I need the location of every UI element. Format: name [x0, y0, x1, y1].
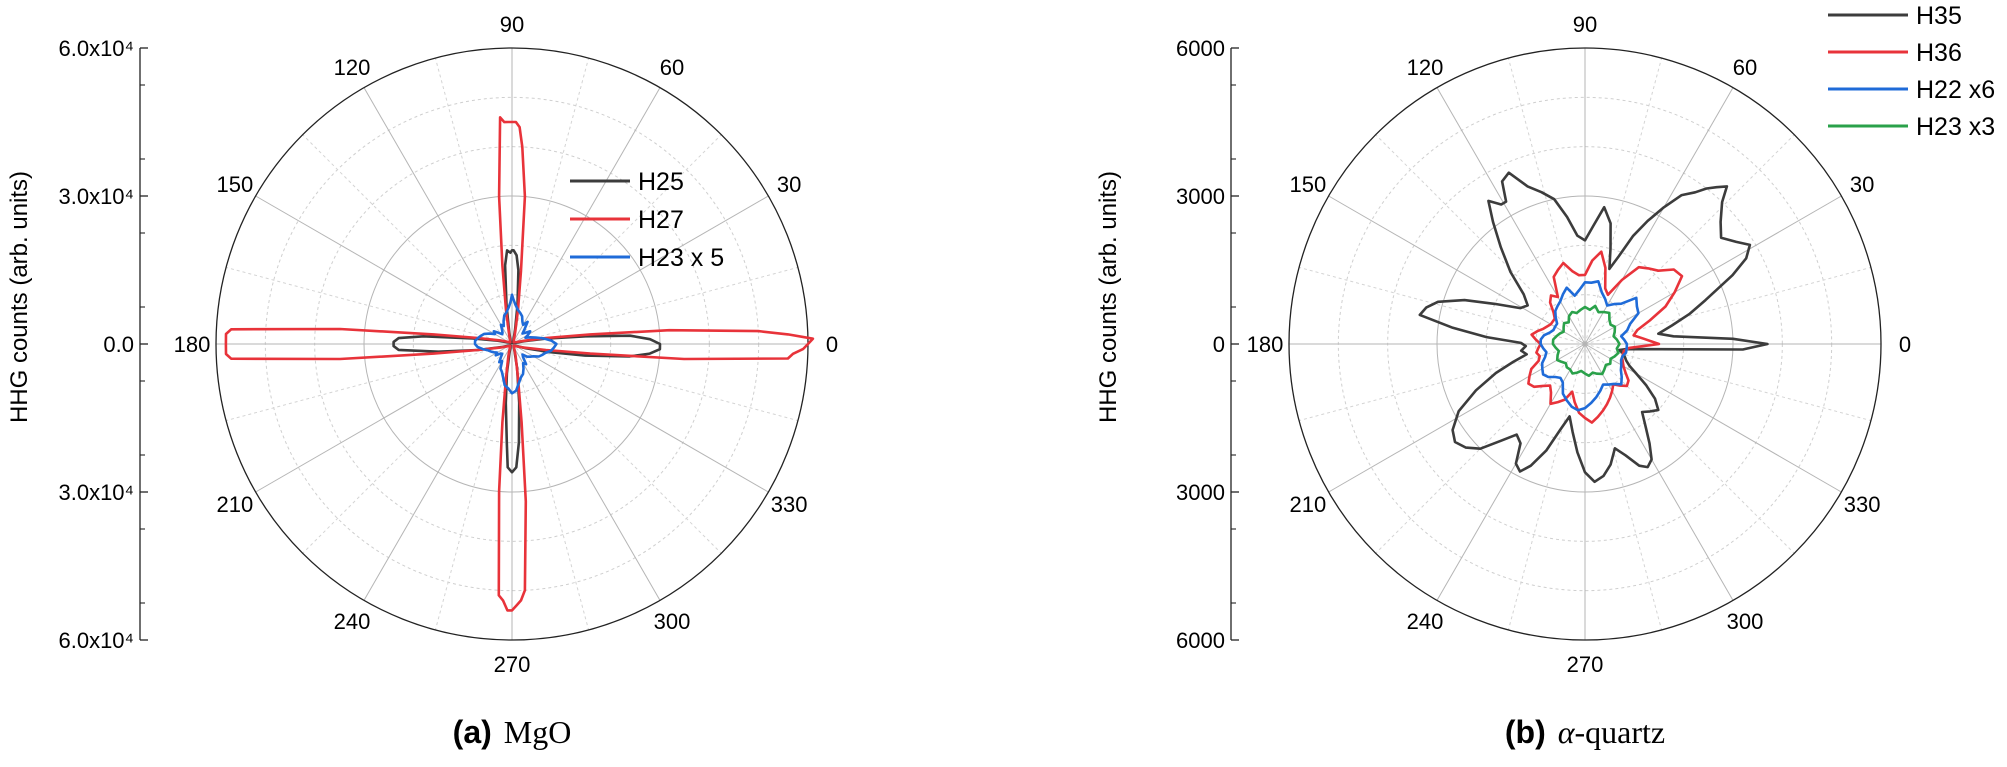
b-axis-tick-label-0: 6000: [1176, 36, 1225, 61]
b-angle-label-30: 30: [1850, 172, 1874, 197]
a-angle-label-300: 300: [654, 609, 691, 634]
b-minor-spoke-225: [1375, 343, 1586, 554]
a-axis-tick-label-4: 6.0x10⁴: [58, 628, 134, 653]
b-outer-ring: [1288, 47, 1882, 641]
b-angle-label-330: 330: [1844, 492, 1881, 517]
b-angle-label-210: 210: [1290, 492, 1327, 517]
b-minor-spoke-345: [1584, 343, 1872, 422]
panel-a-radial-axis: 6.0x10⁴ 3.0x10⁴ 0.0 3.0x10⁴ 6.0x10⁴: [58, 36, 148, 653]
a-angle-label-330: 330: [771, 492, 808, 517]
panel-a-angle-labels: 0 30 60 90 120 150 180 210 240 270 300 330: [174, 12, 838, 677]
a-angle-label-150: 150: [217, 172, 254, 197]
b-minor-spoke-195: [1298, 343, 1586, 422]
b-legend-label-3: H23 x3: [1916, 113, 1995, 141]
panel-a-caption-name: MgO: [504, 714, 572, 750]
a-angle-label-180: 180: [174, 332, 211, 357]
a-series-1: [224, 116, 815, 612]
a-angle-label-210: 210: [217, 492, 254, 517]
b-minor-spoke-135: [1375, 134, 1586, 345]
panel-a-series: [224, 116, 815, 612]
b-series-1: [1527, 250, 1684, 424]
a-angle-label-90: 90: [500, 12, 524, 37]
b-series-0: [1418, 171, 1769, 484]
b-angle-label-90: 90: [1573, 12, 1597, 37]
b-mid-ring: [1436, 195, 1734, 493]
panel-a-mgo: 6.0x10⁴ 3.0x10⁴ 0.0 3.0x10⁴ 6.0x10⁴ 0 30 60 90 1…: [6, 12, 838, 750]
a-minor-spoke-15: [511, 266, 799, 345]
b-legend-label-2: H22 x6: [1916, 76, 1995, 104]
a-minor-spoke-135: [302, 134, 513, 345]
a-angle-label-120: 120: [334, 55, 371, 80]
a-minor-spoke-285: [511, 343, 590, 631]
a-angle-label-30: 30: [777, 172, 801, 197]
b-angle-label-120: 120: [1407, 55, 1444, 80]
a-series-2: [473, 293, 558, 395]
a-axis-tick-label-0: 6.0x10⁴: [58, 36, 134, 61]
panel-b-legend: H35 H36 H22 x6 H23 x3: [1828, 2, 1995, 141]
b-minor-spoke-105: [1507, 57, 1586, 345]
b-legend-label-1: H36: [1916, 39, 1962, 67]
b-series-3: [1551, 304, 1621, 378]
panel-b-caption-suffix: -quartz: [1575, 714, 1666, 750]
a-minor-spoke-345: [511, 343, 799, 422]
panel-a-grid: [215, 47, 809, 641]
b-minor-spoke-75: [1584, 57, 1663, 345]
a-axis-tick-label-3: 3.0x10⁴: [58, 480, 134, 505]
b-minor-spoke-45: [1584, 134, 1795, 345]
panel-a-caption: (a) MgO: [453, 714, 572, 750]
panel-b-series: [1418, 171, 1769, 484]
b-legend-label-0: H35: [1916, 2, 1962, 30]
a-axis-tick-label-2: 0.0: [103, 332, 134, 357]
b-minor-spoke-285: [1584, 343, 1663, 631]
a-angle-label-60: 60: [660, 55, 684, 80]
b-minor-spoke-315: [1584, 343, 1795, 554]
a-angle-label-270: 270: [494, 652, 531, 677]
b-axis-tick-label-2: 0: [1213, 332, 1225, 357]
panel-a-legend: H25 H27 H23 x 5: [570, 168, 724, 272]
panel-a-caption-letter: (a): [453, 714, 492, 750]
a-minor-spoke-255: [434, 343, 513, 631]
b-axis-tick-label-1: 3000: [1176, 184, 1225, 209]
b-angle-label-150: 150: [1290, 172, 1327, 197]
b-axis-tick-label-3: 3000: [1176, 480, 1225, 505]
a-minor-spoke-165: [225, 266, 513, 345]
panel-b-caption: (b) α-quartz: [1505, 714, 1665, 750]
b-angle-label-0: 0: [1899, 332, 1911, 357]
a-legend-label-1: H27: [638, 206, 684, 234]
a-minor-spoke-75: [511, 57, 590, 345]
a-legend-label-2: H23 x 5: [638, 244, 724, 272]
panel-b-caption-name: α: [1558, 714, 1576, 750]
a-minor-spoke-45: [511, 134, 722, 345]
panel-b-ylabel: HHG counts (arb. units): [1095, 171, 1122, 423]
b-series-2: [1539, 279, 1640, 412]
a-legend-label-0: H25: [638, 168, 684, 196]
b-angle-label-180: 180: [1247, 332, 1284, 357]
b-axis-tick-label-4: 6000: [1176, 628, 1225, 653]
a-minor-spoke-315: [511, 343, 722, 554]
panel-b-angle-labels: 0 30 60 90 120 150 180 210 240 270 300 330: [1247, 12, 1911, 677]
a-angle-label-240: 240: [334, 609, 371, 634]
panel-b-grid: [1288, 47, 1882, 641]
b-angle-label-60: 60: [1733, 55, 1757, 80]
b-angle-label-240: 240: [1407, 609, 1444, 634]
panel-b-caption-letter: (b): [1505, 714, 1546, 750]
a-minor-spoke-105: [434, 57, 513, 345]
a-minor-spoke-225: [302, 343, 513, 554]
panel-a-ylabel: HHG counts (arb. units): [6, 171, 33, 423]
a-axis-tick-label-1: 3.0x10⁴: [58, 184, 134, 209]
a-angle-label-0: 0: [826, 332, 838, 357]
b-angle-label-270: 270: [1567, 652, 1604, 677]
a-minor-spoke-195: [225, 343, 513, 422]
b-minor-spoke-15: [1584, 266, 1872, 345]
panel-b-quartz: 6000 3000 0 3000 6000 0 30 60 90 120 150 180 210 240…: [1095, 2, 1995, 750]
b-angle-label-300: 300: [1727, 609, 1764, 634]
panel-b-radial-axis: 6000 3000 0 3000 6000: [1176, 36, 1239, 653]
